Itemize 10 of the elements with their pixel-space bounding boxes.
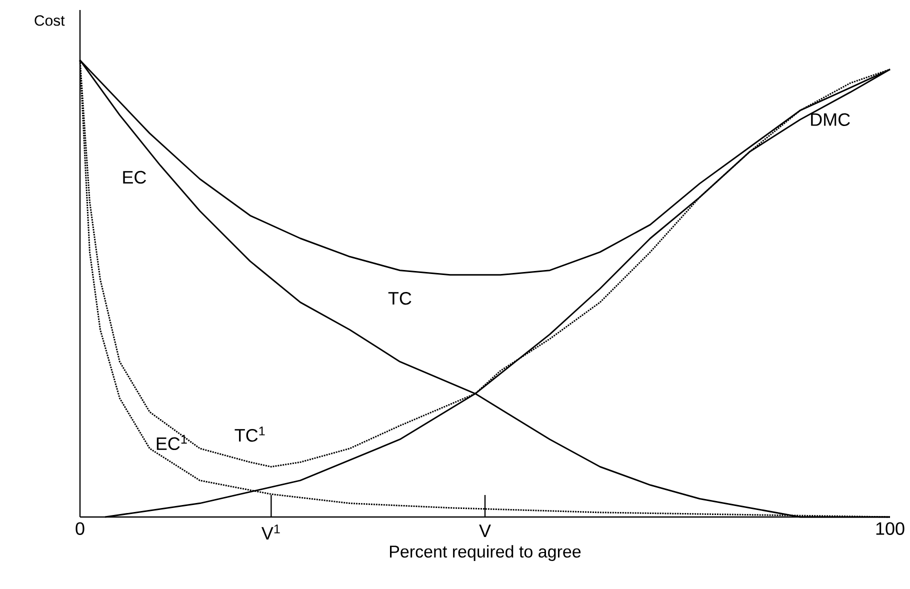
- x-axis-title: Percent required to agree: [390, 545, 581, 561]
- y-axis-title: Cost: [34, 15, 65, 26]
- series-label: DMC: [811, 113, 850, 126]
- series-label: TC$^{1}$: [234, 426, 265, 442]
- series-label: EC: [123, 170, 146, 184]
- series-label: TC: [388, 292, 412, 305]
- ref-line-label: V$^{1}$: [261, 524, 280, 540]
- x-tick-label: 100: [876, 522, 904, 535]
- x-tick-label: 0: [76, 522, 84, 535]
- ref-line-label: V: [479, 524, 491, 537]
